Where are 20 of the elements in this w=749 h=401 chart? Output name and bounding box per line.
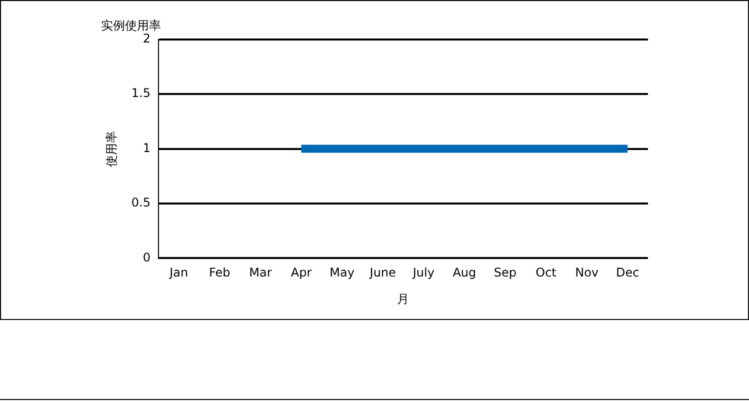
- y-axis-title: 使用率: [104, 130, 118, 167]
- x-tick-label: Aug: [452, 266, 476, 280]
- y-tick-label: 0: [142, 250, 150, 264]
- x-tick-label: Apr: [290, 266, 312, 280]
- y-tick-label: 1.5: [131, 86, 150, 100]
- x-axis-title: 月: [397, 292, 410, 306]
- x-tick-label: June: [368, 266, 396, 280]
- x-tick-label: Oct: [536, 266, 557, 280]
- x-tick-label: Sep: [494, 266, 517, 280]
- x-tick-label: May: [330, 266, 354, 280]
- chart-title: 实例使用率: [101, 18, 161, 32]
- y-tick-label: 2: [142, 32, 150, 46]
- x-tick-label: Jan: [168, 266, 188, 280]
- x-tick-label: Nov: [575, 266, 599, 280]
- x-tick-label: Dec: [616, 266, 640, 280]
- y-tick-label: 0.5: [131, 196, 150, 210]
- x-tick-label: Feb: [209, 266, 230, 280]
- x-tick-label: Mar: [249, 266, 272, 280]
- x-tick-label: July: [412, 266, 434, 280]
- y-tick-label: 1: [142, 140, 150, 155]
